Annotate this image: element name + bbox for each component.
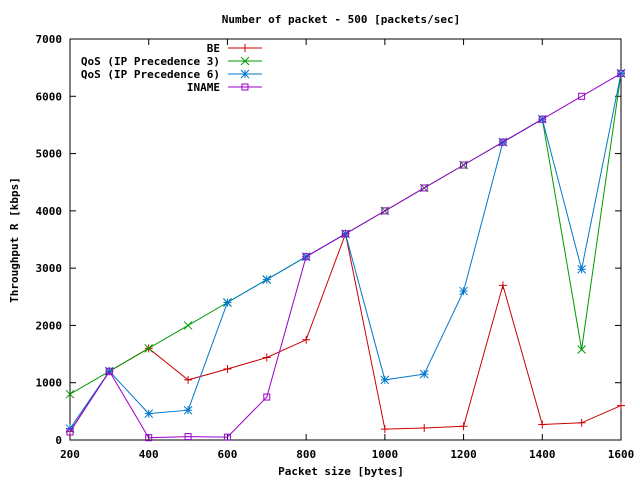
y-tick-label: 4000 xyxy=(36,205,63,218)
legend-marker xyxy=(240,56,250,66)
data-point xyxy=(380,425,389,434)
data-point xyxy=(263,393,271,401)
data-point xyxy=(577,345,586,354)
data-point xyxy=(459,286,468,296)
y-tick-label: 3000 xyxy=(36,262,63,275)
plot-frame xyxy=(69,38,622,441)
data-point xyxy=(498,281,507,290)
data-point xyxy=(499,138,507,146)
series-line-3 xyxy=(69,73,622,429)
data-point xyxy=(420,423,429,432)
data-point xyxy=(577,418,586,427)
data-point xyxy=(577,264,586,274)
x-tick-label: 600 xyxy=(217,448,237,461)
x-tick-label: 1400 xyxy=(529,448,556,461)
data-point xyxy=(460,161,468,169)
data-point xyxy=(302,253,310,261)
data-point xyxy=(538,420,547,429)
data-point xyxy=(420,184,428,192)
data-point xyxy=(381,207,389,215)
legend-entry-label: INAME xyxy=(187,81,220,94)
y-axis-label: Throughput R [kbps] xyxy=(8,177,21,303)
series-line-4 xyxy=(69,72,622,439)
data-point xyxy=(262,275,272,284)
x-tick-label: 200 xyxy=(60,448,80,461)
legend-entry-label: BE xyxy=(207,42,220,55)
data-point xyxy=(144,343,154,353)
y-tick-label: 2000 xyxy=(36,319,63,332)
y-tick-label: 7000 xyxy=(36,33,63,46)
data-point xyxy=(223,433,231,441)
plot-area: 200 400 600 800 1000 1200 1400 1600 0 1000 2000 300… xyxy=(36,33,635,461)
data-point xyxy=(223,298,232,307)
data-point xyxy=(184,375,193,384)
legend-entry-label: QoS (IP Precedence 3) xyxy=(81,55,220,68)
series-line-1 xyxy=(69,231,622,432)
data-point xyxy=(184,433,192,441)
y-tick-label: 5000 xyxy=(36,148,63,161)
y-tick-label: 6000 xyxy=(36,90,63,103)
data-point xyxy=(538,115,546,123)
x-tick-label: 400 xyxy=(139,448,159,461)
x-axis-label: Packet size [bytes] xyxy=(278,465,404,478)
chart-title: Number of packet - 500 [packets/sec] xyxy=(222,13,460,26)
data-point xyxy=(342,230,349,238)
y-tick-label: 0 xyxy=(55,434,62,447)
data-point xyxy=(145,434,153,442)
x-tick-label: 1000 xyxy=(372,448,399,461)
legend-marker xyxy=(241,44,249,52)
data-point xyxy=(183,321,193,330)
y-tick-label: 1000 xyxy=(36,377,63,390)
data-point xyxy=(302,335,311,344)
data-point xyxy=(262,353,271,362)
data-point xyxy=(144,409,154,419)
data-point xyxy=(66,428,74,436)
data-point xyxy=(617,401,625,410)
legend-marker xyxy=(240,69,250,79)
data-point xyxy=(617,69,625,77)
data-point xyxy=(419,369,429,379)
data-point xyxy=(65,389,75,399)
data-point xyxy=(380,375,390,385)
data-point xyxy=(183,405,193,415)
legend-marker xyxy=(241,83,249,91)
legend-entry-label: QoS (IP Precedence 6) xyxy=(81,68,220,81)
x-tick-label: 1200 xyxy=(450,448,477,461)
data-point xyxy=(223,364,232,373)
data-point xyxy=(105,367,113,375)
x-tick-label: 1600 xyxy=(608,448,635,461)
x-tick-label: 800 xyxy=(296,448,316,461)
data-point xyxy=(459,422,468,431)
data-point xyxy=(578,92,586,100)
